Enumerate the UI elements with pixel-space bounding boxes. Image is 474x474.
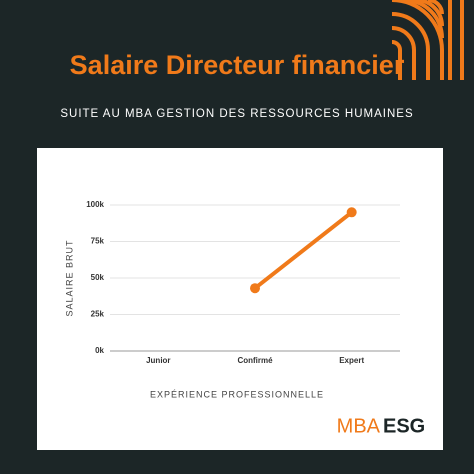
point <box>250 283 260 294</box>
x-tick-label: Confirmé <box>237 356 273 365</box>
chart-subtitle: SUITE AU MBA GESTION DES RESSOURCES HUMA… <box>60 108 413 120</box>
y-axis-title: SALAIRE BRUT <box>64 239 74 316</box>
x-axis-title: EXPÉRIENCE PROFESSIONNELLE <box>150 389 324 399</box>
point <box>346 207 357 218</box>
logo-left: MBA <box>337 415 381 437</box>
card <box>37 148 443 450</box>
x-tick-label: Expert <box>339 356 364 365</box>
x-tick-label: Junior <box>146 356 170 365</box>
line <box>253 210 354 291</box>
y-tick-label: 25k <box>91 310 105 319</box>
logo-right: ESG <box>383 415 425 437</box>
y-tick-label: 50k <box>91 273 105 282</box>
decoration <box>391 0 464 80</box>
y-tick-label: 100k <box>86 200 104 209</box>
chart-title: Salaire Directeur financier <box>70 50 405 80</box>
y-tick-label: 75k <box>91 237 105 246</box>
y-tick-label: 0k <box>95 346 104 355</box>
